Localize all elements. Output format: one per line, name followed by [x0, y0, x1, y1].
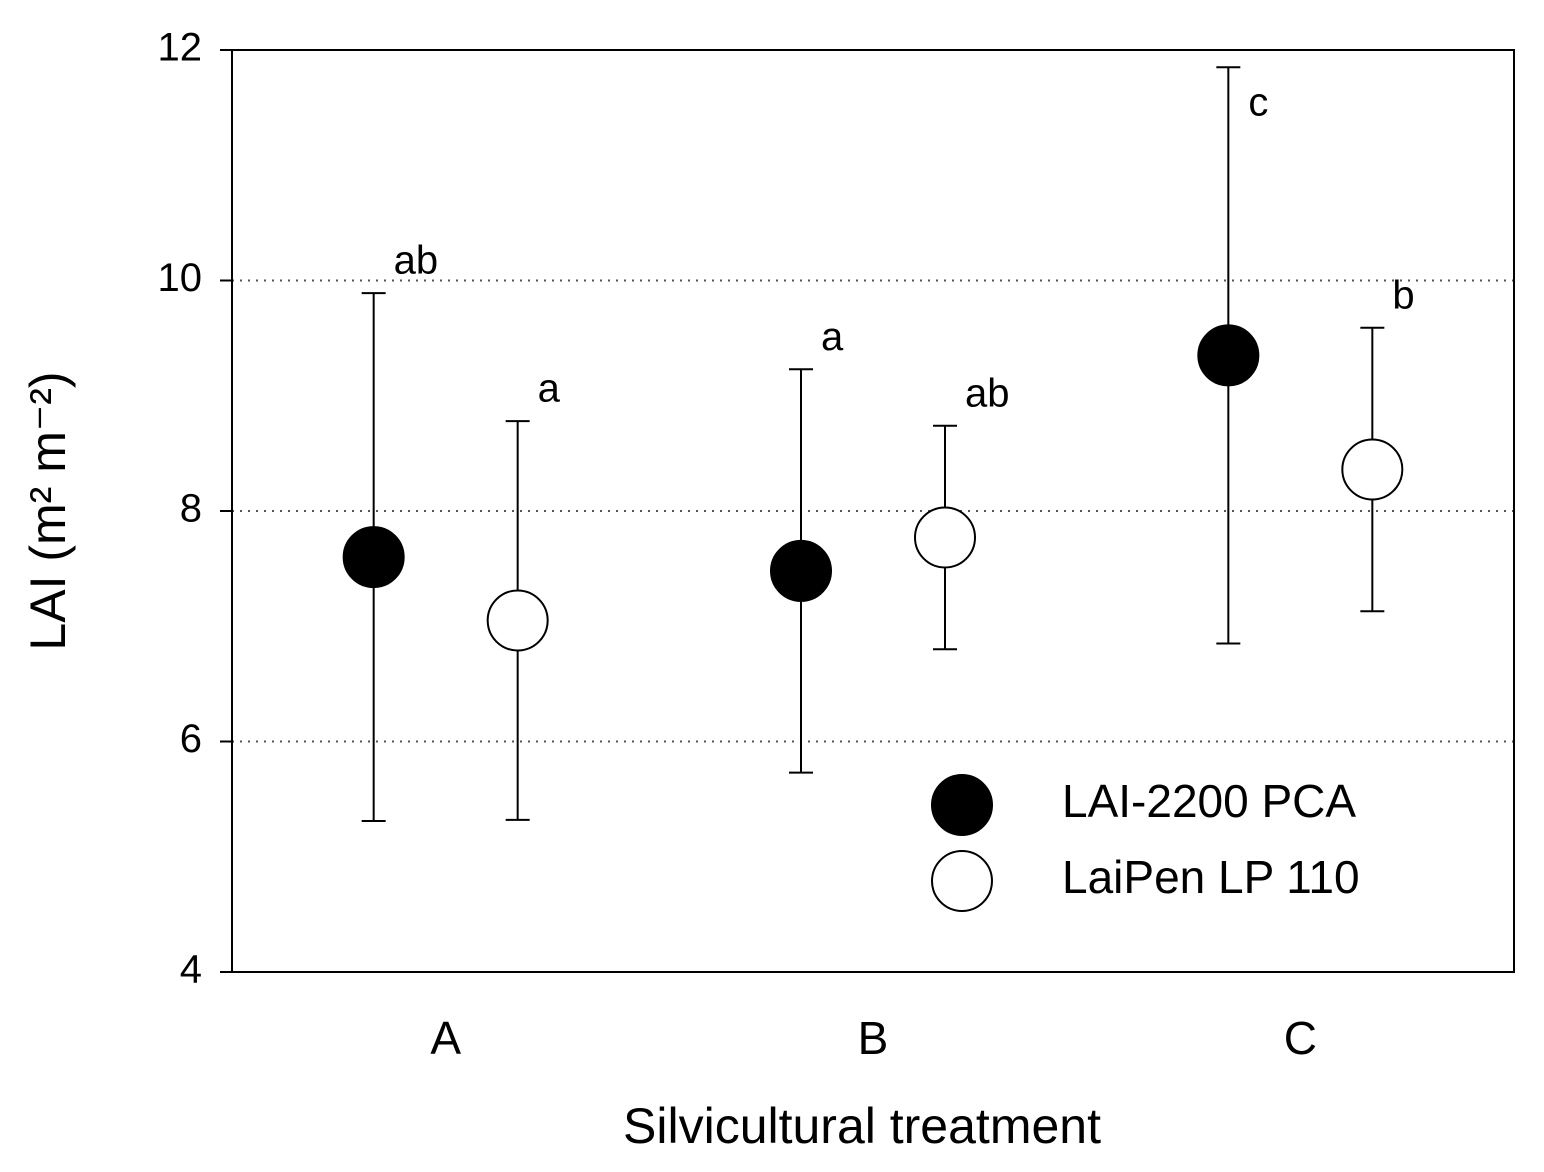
x-axis-label: Silvicultural treatment	[623, 1098, 1101, 1154]
legend-marker	[931, 850, 993, 912]
y-axis-label: LAI (m² m⁻²)	[20, 371, 76, 650]
x-tick-label: B	[858, 1012, 889, 1064]
y-tick-label: 10	[158, 256, 203, 300]
point	[1341, 438, 1404, 501]
plot-frame	[231, 49, 1515, 973]
significance-label: a	[821, 315, 844, 359]
y-tick-label: 8	[180, 487, 202, 531]
x-tick-label: A	[430, 1012, 461, 1064]
significance-label: ab	[394, 239, 439, 283]
significance-label: c	[1248, 81, 1268, 125]
y-tick-label: 6	[180, 717, 202, 761]
x-tick-label: C	[1284, 1012, 1317, 1064]
legend-label: LaiPen LP 110	[1062, 851, 1360, 903]
point	[342, 526, 405, 589]
legend-marker	[931, 774, 993, 836]
y-tick-label: 12	[158, 26, 203, 70]
point	[914, 506, 976, 569]
point	[770, 539, 832, 602]
significance-label: ab	[965, 371, 1010, 415]
legend-label: LAI-2200 PCA	[1062, 775, 1356, 827]
point	[486, 589, 549, 652]
y-tick-label: 4	[180, 948, 202, 992]
point	[1197, 324, 1260, 387]
significance-label: b	[1392, 273, 1414, 317]
significance-label: a	[538, 367, 561, 411]
